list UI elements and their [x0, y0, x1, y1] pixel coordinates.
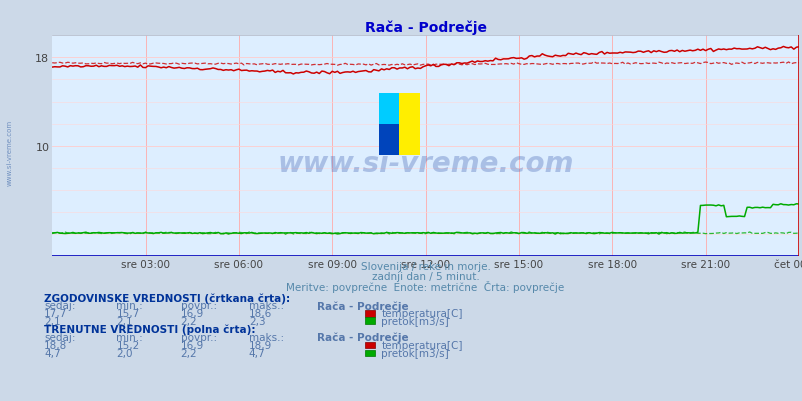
Text: 2,3: 2,3 [249, 316, 265, 326]
Text: Meritve: povprečne  Enote: metrične  Črta: povprečje: Meritve: povprečne Enote: metrične Črta:… [286, 281, 564, 293]
Text: 2,0: 2,0 [116, 348, 133, 358]
Text: pretok[m3/s]: pretok[m3/s] [381, 316, 448, 326]
Text: sedaj:: sedaj: [44, 301, 75, 310]
Text: zadnji dan / 5 minut.: zadnji dan / 5 minut. [371, 272, 479, 282]
Text: povpr.:: povpr.: [180, 332, 217, 342]
Text: 2,2: 2,2 [180, 316, 197, 326]
Text: 16,9: 16,9 [180, 309, 204, 318]
Text: 17,7: 17,7 [44, 309, 67, 318]
Text: min.:: min.: [116, 301, 143, 310]
Text: temperatura[C]: temperatura[C] [381, 340, 462, 350]
Text: maks.:: maks.: [249, 332, 284, 342]
Text: 4,7: 4,7 [249, 348, 265, 358]
Text: TRENUTNE VREDNOSTI (polna črta):: TRENUTNE VREDNOSTI (polna črta): [44, 324, 255, 334]
Text: maks.:: maks.: [249, 301, 284, 310]
Text: temperatura[C]: temperatura[C] [381, 309, 462, 318]
Text: 18,9: 18,9 [249, 340, 272, 350]
Bar [378, 93, 399, 124]
Text: www.si-vreme.com: www.si-vreme.com [6, 119, 13, 185]
Text: 18,6: 18,6 [249, 309, 272, 318]
Text: 18,8: 18,8 [44, 340, 67, 350]
Text: 2,2: 2,2 [180, 348, 197, 358]
Text: Slovenija / reke in morje.: Slovenija / reke in morje. [360, 262, 490, 271]
Bar [378, 124, 399, 155]
Text: 2,1: 2,1 [44, 316, 61, 326]
Bar [399, 93, 419, 155]
Text: 16,9: 16,9 [180, 340, 204, 350]
Text: 15,2: 15,2 [116, 340, 140, 350]
Text: Rača - Podrečje: Rača - Podrečje [317, 300, 408, 311]
Text: min.:: min.: [116, 332, 143, 342]
Text: povpr.:: povpr.: [180, 301, 217, 310]
Text: 15,7: 15,7 [116, 309, 140, 318]
Text: Rača - Podrečje: Rača - Podrečje [317, 332, 408, 342]
Text: www.si-vreme.com: www.si-vreme.com [277, 150, 573, 178]
Text: sedaj:: sedaj: [44, 332, 75, 342]
Text: 2,1: 2,1 [116, 316, 133, 326]
Title: Rača - Podrečje: Rača - Podrečje [364, 20, 486, 35]
Text: pretok[m3/s]: pretok[m3/s] [381, 348, 448, 358]
Text: ZGODOVINSKE VREDNOSTI (črtkana črta):: ZGODOVINSKE VREDNOSTI (črtkana črta): [44, 292, 290, 303]
Text: 4,7: 4,7 [44, 348, 61, 358]
